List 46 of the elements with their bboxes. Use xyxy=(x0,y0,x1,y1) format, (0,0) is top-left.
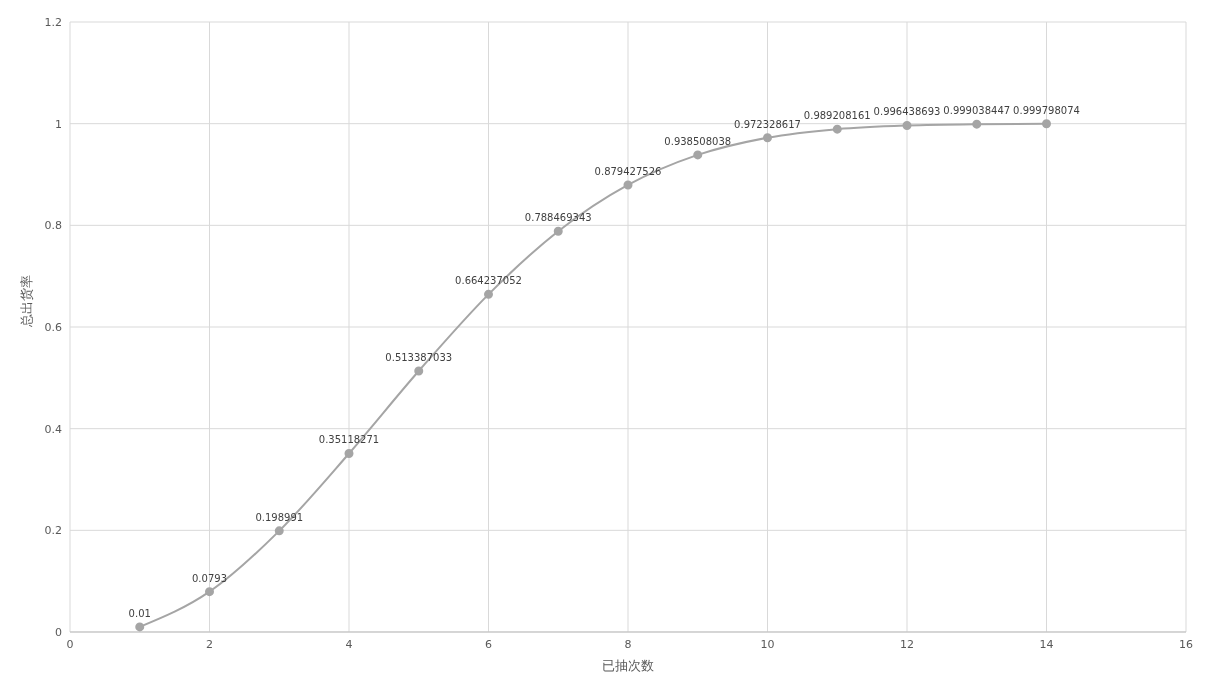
data-label: 0.0793 xyxy=(192,572,227,584)
data-label: 0.35118271 xyxy=(318,434,380,446)
x-tick-label: 10 xyxy=(760,637,775,651)
point xyxy=(135,622,145,632)
data-label: 0.999798074 xyxy=(1013,104,1080,116)
x-tick-label: 0 xyxy=(66,637,74,651)
y-tick-label: 0.8 xyxy=(44,219,62,233)
point xyxy=(763,133,772,143)
data-label: 0.972328617 xyxy=(734,118,801,130)
data-label: 0.996438693 xyxy=(873,106,941,118)
point xyxy=(832,124,842,134)
point xyxy=(414,366,424,376)
y-tick-label: 0 xyxy=(55,625,62,639)
point xyxy=(902,120,912,130)
x-tick-label: 16 xyxy=(1179,637,1193,651)
data-label: 0.999038447 xyxy=(943,105,1011,117)
data-label: 0.513387033 xyxy=(385,352,453,364)
y-tick-label: 0.6 xyxy=(44,320,62,334)
x-tick-label: 2 xyxy=(206,637,213,651)
point xyxy=(344,448,354,458)
point xyxy=(693,150,703,160)
point xyxy=(274,526,284,536)
point xyxy=(1042,119,1051,129)
data-label: 0.01 xyxy=(128,607,151,619)
data-label: 0.879427526 xyxy=(594,165,662,177)
y-tick-label: 0.4 xyxy=(44,422,62,436)
data-label: 0.938508038 xyxy=(664,135,732,147)
y-tick-label: 0.2 xyxy=(44,524,62,538)
y-tick-label: 1 xyxy=(55,117,62,131)
point xyxy=(553,226,563,236)
x-tick-label: 4 xyxy=(345,637,353,651)
x-tick-label: 6 xyxy=(485,637,492,651)
data-label: 0.788469343 xyxy=(524,212,592,224)
x-tick-label: 12 xyxy=(900,637,914,651)
point xyxy=(205,587,214,597)
data-label: 0.198991 xyxy=(255,511,304,523)
point xyxy=(484,289,493,299)
data-label: 0.989208161 xyxy=(803,110,871,122)
data-label: 0.664237052 xyxy=(455,275,522,287)
x-tick-label: 8 xyxy=(624,637,632,651)
x-tick-label: 14 xyxy=(1039,637,1054,651)
y-axis-title: 总出货率 xyxy=(18,275,34,328)
y-tick-label: 1.2 xyxy=(44,15,62,29)
point xyxy=(972,119,982,129)
x-axis-title: 已抽次数 xyxy=(602,658,654,673)
point xyxy=(623,180,633,190)
